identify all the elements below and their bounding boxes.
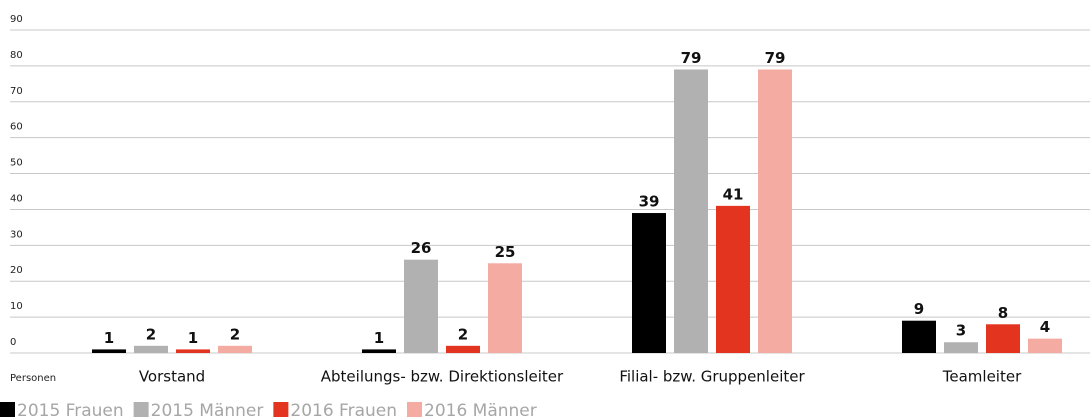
- y-tick-label: 90: [10, 14, 23, 25]
- bar: [986, 324, 1020, 353]
- value-label: 8: [998, 304, 1008, 322]
- y-tick-label: 80: [10, 50, 23, 61]
- legend-label: 2016 Frauen: [290, 401, 397, 420]
- value-label: 9: [914, 300, 924, 318]
- value-label: 3: [956, 322, 966, 340]
- value-label: 2: [458, 325, 468, 343]
- bar: [632, 213, 666, 353]
- value-label: 1: [104, 329, 114, 347]
- bar: [944, 342, 978, 353]
- y-tick-label: 70: [10, 86, 23, 97]
- y-tick-label: 20: [10, 265, 23, 276]
- bar: [674, 69, 708, 353]
- bar: [218, 345, 252, 353]
- legend-swatch: [273, 402, 289, 417]
- legend-swatch: [407, 402, 422, 417]
- y-tick-label: 10: [10, 301, 23, 312]
- y-tick-label: 40: [10, 193, 23, 204]
- bar: [1028, 338, 1062, 353]
- y-tick-label: 50: [10, 158, 23, 169]
- bar: [404, 259, 438, 353]
- value-label: 25: [495, 243, 516, 261]
- value-label: 4: [1040, 318, 1050, 336]
- value-label: 2: [146, 325, 156, 343]
- legend-label: 2015 Männer: [151, 401, 264, 420]
- legend-label: 2015 Frauen: [17, 401, 124, 420]
- value-label: 39: [639, 193, 660, 211]
- bar: [488, 263, 522, 353]
- value-label: 1: [188, 329, 198, 347]
- bar: [446, 345, 480, 353]
- bar: [92, 349, 126, 353]
- y-axis-label: Personen: [10, 373, 56, 384]
- x-tick-label: Filial- bzw. Gruppenleiter: [619, 368, 805, 386]
- legend-swatch: [133, 402, 149, 417]
- y-tick-label: 0: [10, 337, 16, 348]
- x-tick-label: Vorstand: [139, 368, 205, 386]
- value-label: 79: [681, 49, 702, 67]
- bar: [134, 345, 168, 353]
- legend-label: 2016 Männer: [424, 401, 537, 420]
- bar: [362, 349, 396, 353]
- x-tick-label: Teamleiter: [942, 368, 1022, 386]
- y-tick-label: 30: [10, 229, 23, 240]
- bar: [758, 69, 792, 353]
- value-label: 79: [765, 49, 786, 67]
- bar: [902, 320, 936, 353]
- value-label: 1: [374, 329, 384, 347]
- value-label: 41: [723, 185, 744, 203]
- bar: [716, 205, 750, 353]
- x-tick-label: Abteilungs- bzw. Direktionsleiter: [321, 368, 564, 386]
- legend-swatch: [0, 402, 15, 417]
- value-label: 2: [230, 325, 240, 343]
- value-label: 26: [411, 239, 432, 257]
- bar: [176, 349, 210, 353]
- y-tick-label: 60: [10, 122, 23, 133]
